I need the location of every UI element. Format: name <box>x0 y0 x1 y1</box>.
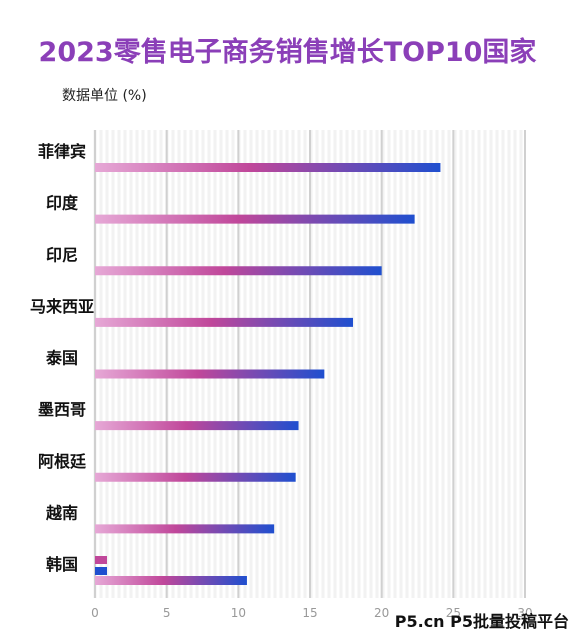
bar-1 <box>95 214 415 224</box>
bar-5 <box>95 421 299 431</box>
bar-2 <box>95 266 382 276</box>
gridlines <box>93 130 526 598</box>
category-label: 韩国 <box>46 555 78 574</box>
bar-7 <box>95 524 275 534</box>
swatch-pink <box>95 556 107 564</box>
x-tick-label: 25 <box>446 606 461 620</box>
swatch-blue <box>95 567 107 575</box>
x-tick-label: 5 <box>163 606 171 620</box>
bar-0 <box>95 163 441 172</box>
x-tick-label: 20 <box>374 606 389 620</box>
category-label: 泰国 <box>45 349 78 368</box>
category-label: 菲律宾 <box>38 142 86 161</box>
bar-3 <box>95 317 353 327</box>
bar-4 <box>95 369 325 379</box>
category-label: 印尼 <box>46 245 78 264</box>
bars <box>95 163 441 585</box>
category-label: 墨西哥 <box>38 400 86 419</box>
legend-swatches <box>95 556 107 575</box>
bar-8 <box>95 576 247 585</box>
bar-6 <box>95 472 296 482</box>
x-tick-label: 10 <box>231 606 246 620</box>
chart-title: 2023零售电子商务销售增长TOP10国家 <box>38 37 537 68</box>
category-label: 印度 <box>46 194 79 213</box>
category-label: 马来西亚 <box>30 297 94 316</box>
x-tick-label: 0 <box>91 606 99 620</box>
x-tick-labels: 0 5 10 15 20 25 30 <box>91 606 532 620</box>
category-label: 越南 <box>45 503 78 522</box>
x-tick-label: 15 <box>302 606 317 620</box>
watermark-text: P5.cn P5批量投稿平台 <box>394 612 569 631</box>
x-tick-label: 30 <box>517 606 532 620</box>
category-label: 阿根廷 <box>38 452 87 471</box>
unit-label: 数据单位 (%) <box>62 88 147 104</box>
